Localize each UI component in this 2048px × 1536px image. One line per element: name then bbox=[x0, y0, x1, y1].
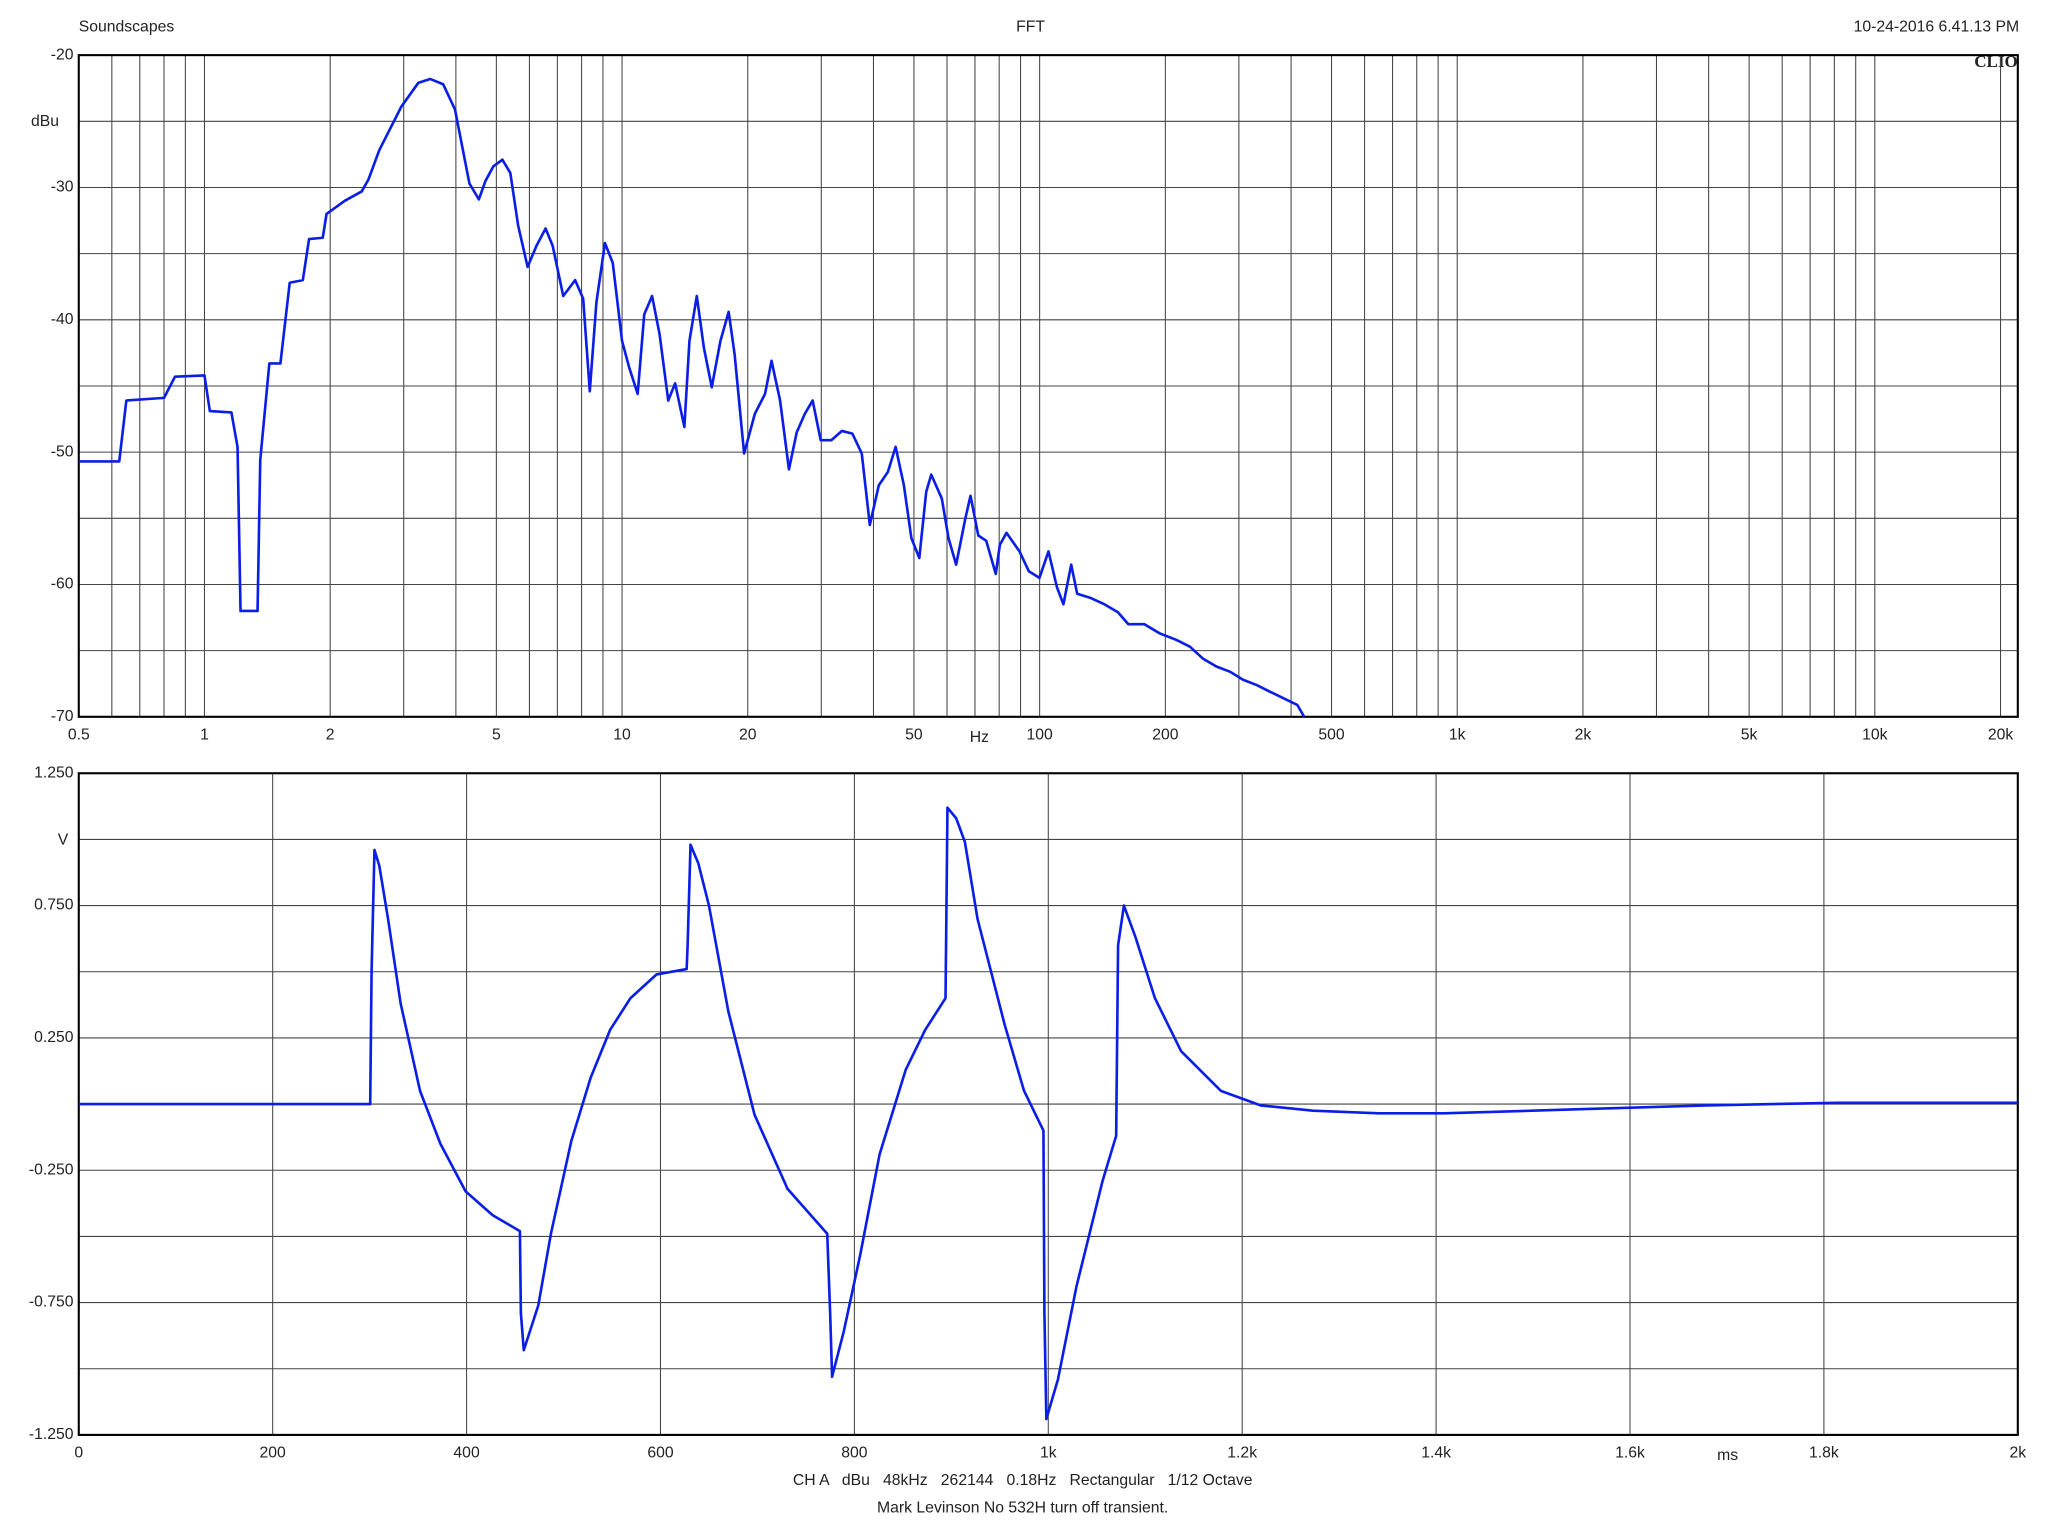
x-tick-label: 800 bbox=[841, 1444, 868, 1461]
x-tick-label: 10 bbox=[613, 726, 631, 743]
header-left: Soundscapes bbox=[79, 19, 175, 36]
y-axis-label: dBu bbox=[31, 113, 59, 130]
y-tick-label: -0.750 bbox=[29, 1294, 74, 1311]
y-tick-label: -0.250 bbox=[29, 1161, 74, 1178]
y-tick-label: -30 bbox=[51, 179, 74, 196]
y-tick-label: -50 bbox=[51, 443, 74, 460]
x-tick-label: 1.4k bbox=[1421, 1444, 1451, 1461]
x-tick-label: 600 bbox=[647, 1444, 674, 1461]
x-tick-label: 500 bbox=[1318, 726, 1345, 743]
x-tick-label: 20 bbox=[739, 726, 757, 743]
footer-caption: Mark Levinson No 532H turn off transient… bbox=[877, 1500, 1168, 1517]
x-tick-label: 1.6k bbox=[1615, 1444, 1645, 1461]
brand: CLIO bbox=[1974, 52, 2018, 71]
x-tick-label: 1.8k bbox=[1809, 1444, 1839, 1461]
x-tick-label: 20k bbox=[1988, 726, 2014, 743]
y-axis-label: V bbox=[58, 831, 69, 848]
x-tick-label: 100 bbox=[1027, 726, 1054, 743]
header-right: 10-24-2016 6.41.13 PM bbox=[1854, 19, 2020, 36]
x-tick-label: 200 bbox=[260, 1444, 287, 1461]
y-tick-label: -70 bbox=[51, 708, 74, 725]
y-tick-label: -40 bbox=[51, 311, 74, 328]
x-tick-label: 10k bbox=[1862, 726, 1888, 743]
x-tick-label: 1k bbox=[1449, 726, 1466, 743]
plot-frame bbox=[77, 54, 2019, 718]
y-tick-label: -20 bbox=[51, 46, 74, 63]
x-tick-label: 1.2k bbox=[1227, 1444, 1257, 1461]
x-tick-label: 2k bbox=[2009, 1444, 2026, 1461]
y-tick-label: 1.250 bbox=[34, 764, 74, 781]
x-axis-label: ms bbox=[1717, 1447, 1738, 1464]
x-tick-label: 0 bbox=[74, 1444, 83, 1461]
x-tick-label: 400 bbox=[453, 1444, 480, 1461]
y-tick-label: 0.750 bbox=[34, 897, 74, 914]
x-tick-label: 1k bbox=[1040, 1444, 1057, 1461]
x-tick-label: 0.5 bbox=[68, 726, 90, 743]
x-tick-label: 200 bbox=[1152, 726, 1179, 743]
y-tick-label: 0.250 bbox=[34, 1029, 74, 1046]
x-tick-label: 1 bbox=[200, 726, 209, 743]
data-line bbox=[78, 77, 1306, 718]
x-tick-label: 50 bbox=[905, 726, 923, 743]
x-tick-label: 2k bbox=[1575, 726, 1592, 743]
footer-settings: CH A dBu 48kHz 262144 0.18Hz Rectangular… bbox=[793, 1472, 1253, 1489]
x-tick-label: 5 bbox=[492, 726, 501, 743]
y-tick-label: -60 bbox=[51, 576, 74, 593]
chart-title: FFT bbox=[1016, 19, 1045, 36]
x-tick-label: 2 bbox=[326, 726, 335, 743]
x-axis-label: Hz bbox=[970, 729, 989, 746]
x-tick-label: 5k bbox=[1741, 726, 1758, 743]
data-line bbox=[78, 806, 2018, 1421]
y-tick-label: -1.250 bbox=[29, 1426, 74, 1443]
